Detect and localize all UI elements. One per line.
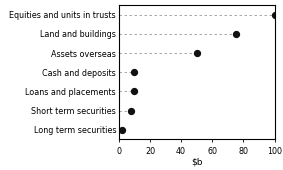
Point <box>272 13 277 16</box>
Point <box>120 129 124 131</box>
X-axis label: $b: $b <box>191 157 202 166</box>
Point <box>132 90 137 93</box>
Point <box>132 71 137 74</box>
Point <box>233 32 238 35</box>
Point <box>129 109 134 112</box>
Point <box>194 52 199 54</box>
